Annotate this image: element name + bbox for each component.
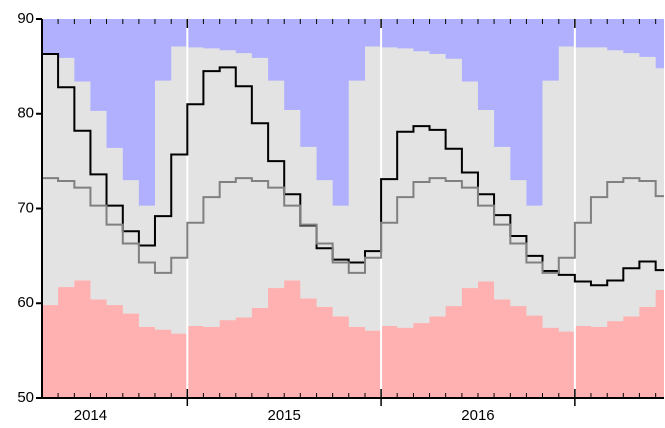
y-tick-label: 70 <box>17 199 34 216</box>
x-tick-label: 2015 <box>268 407 301 424</box>
x-tick-label: 2016 <box>461 407 494 424</box>
x-tick-label: 2014 <box>74 407 107 424</box>
y-tick-label: 90 <box>17 10 34 27</box>
y-tick-label: 60 <box>17 294 34 311</box>
area <box>42 19 664 206</box>
line <box>42 177 664 274</box>
y-tick-label: 80 <box>17 105 34 122</box>
y-tick-label: 50 <box>17 389 34 406</box>
area <box>42 280 664 398</box>
line <box>42 53 664 287</box>
